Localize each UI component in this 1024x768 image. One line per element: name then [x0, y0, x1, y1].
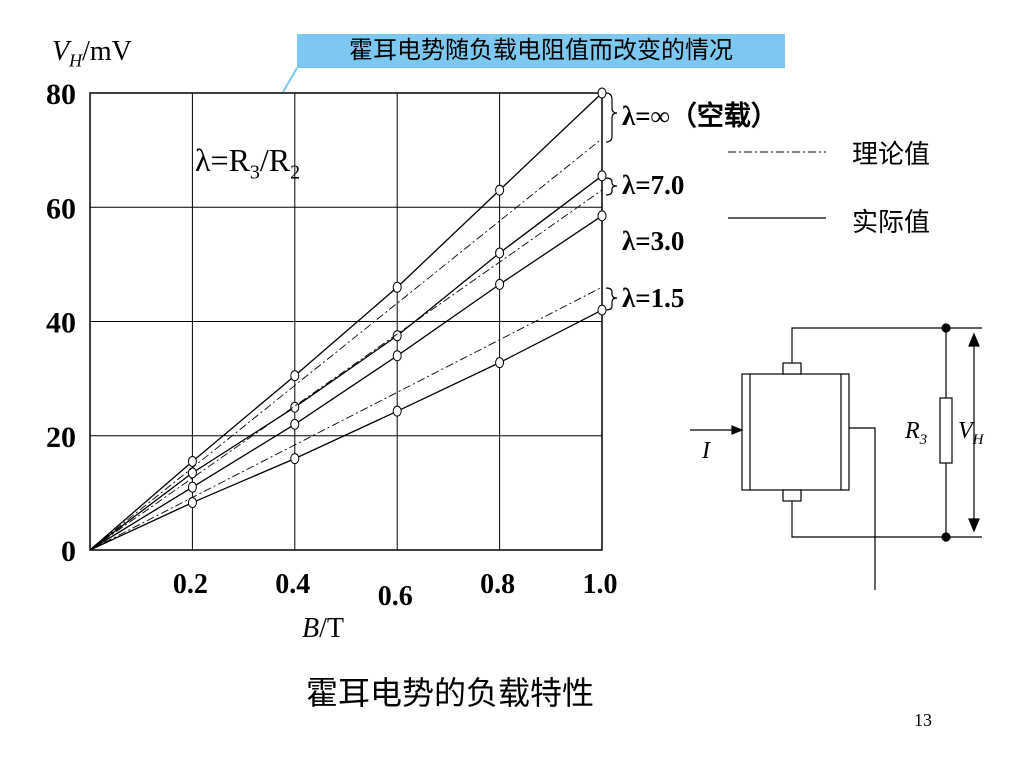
x-tick-label-4: 1.0: [583, 569, 618, 600]
brace-inf: [605, 92, 618, 143]
lambda-braces: [605, 92, 618, 311]
terminal-bottom-dot: [941, 532, 951, 542]
hall-bottom-electrode: [782, 489, 802, 502]
x-axis-var: B: [302, 613, 320, 644]
brace-1-5: [605, 287, 618, 311]
voltage-label-main: V: [958, 418, 973, 444]
data-point-3-2: [290, 453, 300, 465]
data-point-1-5: [597, 170, 607, 182]
resistor-label-sub: 3: [919, 431, 928, 448]
x-tick-label-1: 0.4: [275, 569, 310, 600]
vh-arrow-down: [968, 518, 980, 533]
formula-sub-2: 2: [290, 161, 301, 184]
lambda-7-label: λ=7.0: [622, 170, 685, 200]
data-point-0-1: [187, 455, 197, 467]
data-point-3-1: [187, 497, 197, 509]
y-tick-label-3: 60: [46, 192, 76, 225]
series-line-1: [89, 175, 603, 551]
x-axis-label: B/T: [302, 613, 344, 645]
series-line-4: [89, 138, 603, 551]
voltage-label-sub: H: [972, 431, 984, 448]
series-layer: [89, 87, 607, 551]
y-axis-label: VH/mV: [52, 36, 132, 72]
legend-actual-label: 实际值: [852, 208, 931, 237]
data-point-2-3: [392, 350, 402, 362]
y-axis-sub: H: [69, 50, 83, 71]
slide-title-banner: 霍耳电势随负载电阻值而改变的情况: [297, 34, 785, 68]
lambda-3-label: λ=3.0: [622, 226, 685, 256]
data-point-3-3: [392, 405, 402, 417]
data-point-1-4: [495, 247, 505, 259]
y-axis-unit: /mV: [82, 36, 132, 67]
series-line-6: [89, 286, 603, 551]
data-point-0-3: [392, 281, 402, 293]
x-tick-label-2: 0.6: [378, 581, 413, 612]
top-wire: [791, 327, 982, 363]
lambda-1-5-label: λ=1.5: [622, 283, 685, 313]
legend-theoretical-label: 理论值: [852, 140, 931, 169]
grid-lines: [90, 92, 603, 551]
x-axis-unit: /T: [319, 613, 344, 644]
data-point-2-5: [597, 210, 607, 222]
x-tick-label-0: 0.2: [173, 569, 208, 600]
data-point-3-5: [597, 304, 607, 316]
y-tick-label-4: 80: [46, 78, 76, 111]
series-line-0: [89, 92, 603, 551]
data-point-1-3: [392, 330, 402, 342]
data-point-0-5: [597, 87, 607, 99]
series-line-2: [89, 215, 603, 551]
data-point-2-1: [187, 481, 197, 493]
brace-7: [605, 177, 618, 196]
y-axis-var: V: [52, 36, 70, 67]
formula-sub-3: 3: [249, 161, 260, 184]
page-number: 13: [914, 710, 932, 730]
hall-element-outer: [741, 373, 850, 491]
current-arrow-head: [731, 425, 744, 435]
y-tick-label-0: 0: [61, 535, 76, 568]
data-point-3-4: [495, 357, 505, 369]
data-point-1-2: [290, 401, 300, 413]
series-line-3: [89, 309, 603, 551]
resistor-r3: [939, 397, 953, 464]
data-point-2-4: [495, 278, 505, 290]
data-point-0-2: [290, 370, 300, 382]
y-tick-label-1: 20: [46, 421, 76, 454]
current-label: I: [702, 438, 710, 464]
lambda-inf-label: λ=∞（空载）: [622, 101, 778, 131]
terminal-top-dot: [941, 323, 951, 333]
vh-arrow-up: [968, 332, 980, 347]
lambda-formula: λ=R3/R2: [195, 142, 301, 184]
bottom-wire: [791, 501, 982, 538]
control-wire: [849, 427, 876, 590]
y-tick-label-2: 40: [46, 307, 76, 340]
data-point-0-4: [495, 184, 505, 196]
data-point-2-2: [290, 418, 300, 430]
voltage-label: VH: [958, 418, 984, 449]
series-line-5: [89, 189, 603, 551]
resistor-label-main: R: [905, 418, 920, 444]
figure-caption: 霍耳电势的负载特性: [305, 675, 594, 711]
tick-layer: 0 20 40 60 80 0.2 0.4 0.6 0.8 1.0: [46, 78, 618, 612]
hall-top-electrode: [782, 362, 802, 375]
x-tick-label-3: 0.8: [480, 569, 515, 600]
resistor-label: R3: [905, 418, 927, 449]
hall-circuit-diagram: [690, 323, 982, 590]
banner-pointer: [282, 67, 298, 93]
